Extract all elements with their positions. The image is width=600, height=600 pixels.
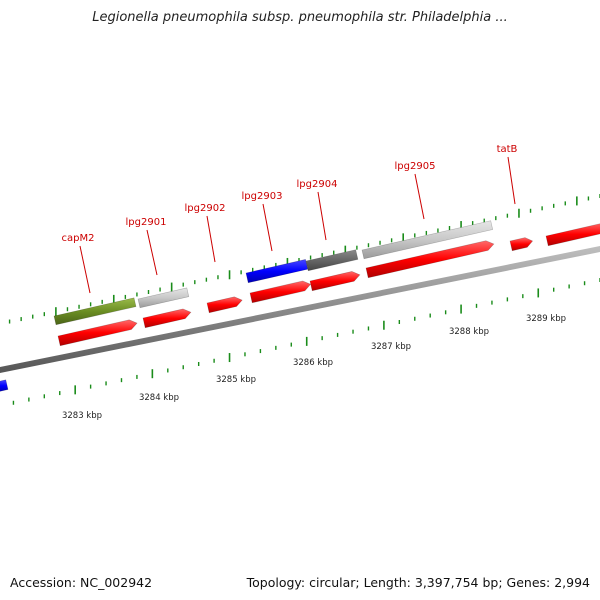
- leader-line-capM2: [79, 245, 91, 294]
- leader-line-tatB: [507, 156, 516, 205]
- cds-lpg2905: [365, 240, 495, 279]
- genome-summary: Topology: circular; Length: 3,397,754 bp…: [246, 575, 590, 590]
- gene-label-lpg2903[interactable]: lpg2903: [242, 191, 283, 202]
- feature-left-edge: [0, 379, 9, 392]
- leader-line-lpg2903: [262, 203, 273, 252]
- cds-next: [545, 223, 600, 247]
- leader-line-lpg2905: [414, 173, 425, 220]
- kbp-label-3288: 3288 kbp: [449, 327, 489, 337]
- cds-tatb: [509, 237, 534, 252]
- gene-label-lpg2902[interactable]: lpg2902: [185, 203, 226, 214]
- genome-backbone: [0, 246, 600, 373]
- kbp-label-3287: 3287 kbp: [371, 342, 411, 352]
- cds-lpg2902: [206, 296, 243, 314]
- kbp-label-3286: 3286 kbp: [293, 358, 333, 368]
- gene-label-capm2[interactable]: capM2: [62, 233, 95, 244]
- kbp-label-3283: 3283 kbp: [62, 411, 102, 421]
- cds-lpg2903: [249, 280, 312, 304]
- gene-label-lpg2905[interactable]: lpg2905: [395, 161, 436, 172]
- feature-track: [0, 220, 600, 392]
- backbone-strand: [0, 246, 600, 373]
- feature-capm2: [53, 297, 137, 326]
- cds-capm2: [57, 319, 138, 347]
- kbp-label-3285: 3285 kbp: [216, 375, 256, 385]
- kbp-label-3284: 3284 kbp: [139, 393, 179, 403]
- accession-label: Accession: NC_002942: [10, 575, 153, 590]
- kbp-label-3289: 3289 kbp: [526, 314, 566, 324]
- position-ticks: [8, 194, 600, 405]
- cds-lpg2904: [309, 271, 361, 292]
- gene-label-lpg2904[interactable]: lpg2904: [297, 179, 338, 190]
- gene-label-tatb[interactable]: tatB: [497, 144, 518, 155]
- cds-lpg2901: [142, 308, 192, 329]
- feature-lpg2903: [245, 259, 309, 284]
- gene-label-lpg2901[interactable]: lpg2901: [126, 217, 167, 228]
- feature-lpg2904: [305, 249, 359, 272]
- leader-line-lpg2902: [206, 215, 216, 263]
- feature-lpg2901: [137, 287, 190, 309]
- page-title: Legionella pneumophila subsp. pneumophil…: [92, 10, 508, 25]
- leader-line-lpg2901: [146, 229, 158, 276]
- feature-lpg2905: [361, 220, 494, 260]
- gene-label-leaders: [79, 156, 516, 294]
- leader-line-lpg2904: [317, 191, 327, 241]
